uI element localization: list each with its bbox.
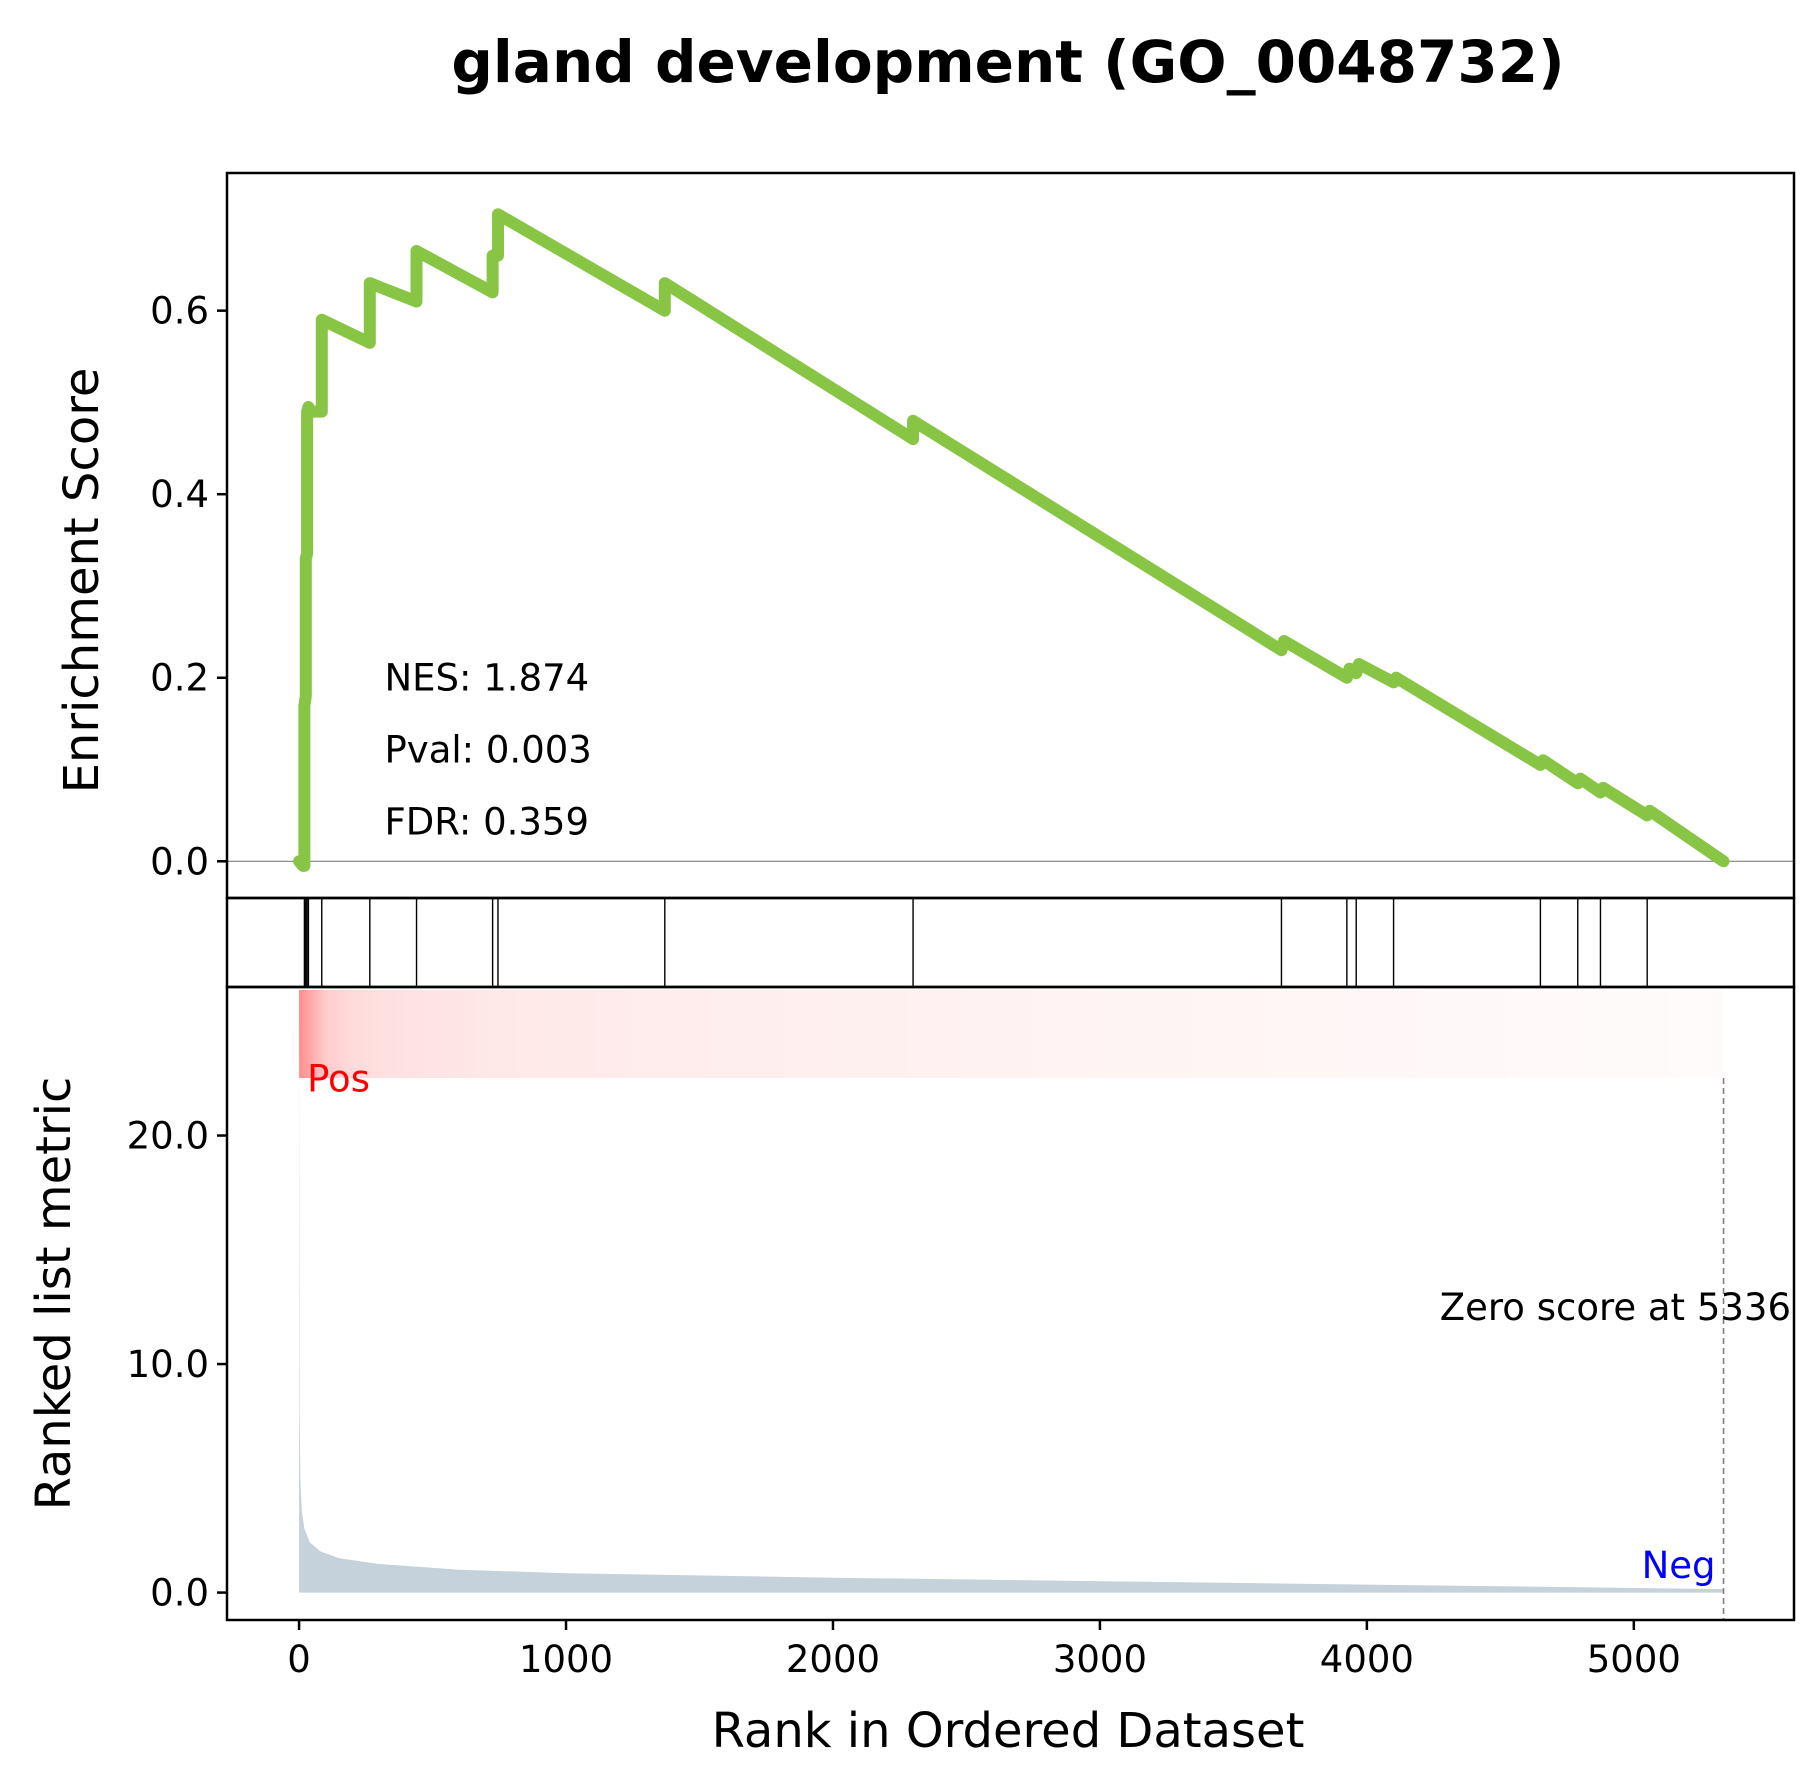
enrichment-score-line	[293, 208, 1730, 872]
x-tick-label: 5000	[1587, 1638, 1681, 1681]
enrichment-y-axis-label: Enrichment Score	[54, 368, 110, 794]
chart-title: gland development (GO_0048732)	[451, 28, 1564, 96]
ranked-metric-y-axis-label: Ranked list metric	[26, 1077, 82, 1511]
enrichment-y-tick-label: 0.2	[150, 657, 209, 700]
enrichment-y-ticks: 0.0 0.2 0.4 0.6	[150, 290, 227, 883]
ranked-metric-y-tick-label: 0.0	[150, 1572, 209, 1615]
x-tick-label: 1000	[519, 1638, 613, 1681]
ranked-metric-y-tick-label: 20.0	[127, 1115, 209, 1158]
hit-marker-lines	[303, 898, 1648, 987]
pval-stat: Pval: 0.003	[385, 729, 592, 772]
ranked-metric-y-tick-label: 10.0	[127, 1343, 209, 1386]
x-tick-label: 2000	[786, 1638, 880, 1681]
pos-label: Pos	[307, 1057, 370, 1100]
x-axis-ticks: 0 1000 2000 3000 4000 5000	[287, 1620, 1681, 1681]
x-tick-label: 0	[287, 1638, 311, 1681]
ranked-metric-panel: Zero score at 5336 Pos Neg 0.0 10.0 20.0 R…	[26, 985, 1796, 1622]
enrichment-y-tick-label: 0.4	[150, 473, 209, 516]
ranked-metric-y-ticks: 0.0 10.0 20.0	[127, 1115, 227, 1615]
ranked-metric-panel-frame	[225, 985, 1796, 1622]
enrichment-y-tick-label: 0.6	[150, 290, 209, 333]
zero-score-label: Zero score at 5336	[1440, 1286, 1791, 1329]
x-tick-label: 3000	[1053, 1638, 1147, 1681]
nes-stat: NES: 1.874	[385, 657, 590, 700]
x-axis-label: Rank in Ordered Dataset	[712, 1703, 1305, 1759]
enrichment-y-tick-label: 0.0	[150, 840, 209, 883]
fdr-stat: FDR: 0.359	[385, 801, 590, 844]
correlation-heat-bar	[299, 990, 1724, 1078]
x-tick-label: 4000	[1320, 1638, 1414, 1681]
enrichment-score-panel: 0.0 0.2 0.4 0.6 NES: 1.874 Pval: 0.003 FDR:…	[54, 171, 1796, 900]
neg-label: Neg	[1642, 1544, 1716, 1587]
